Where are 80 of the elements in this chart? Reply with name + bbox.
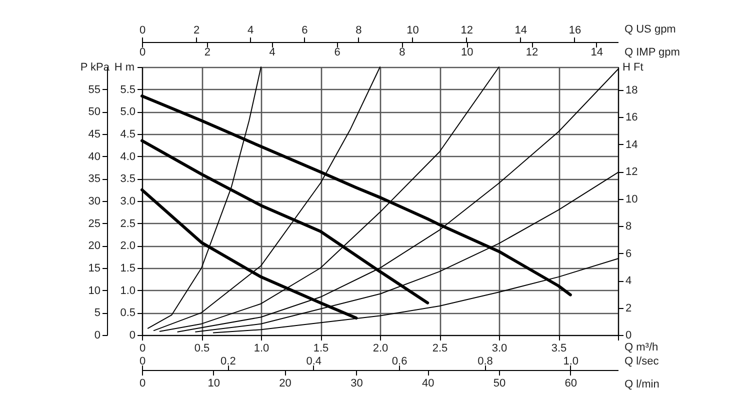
text: 10 — [208, 378, 220, 390]
y-tick-label: 3.0 — [120, 196, 136, 208]
y2-tick-label: 25 — [88, 218, 100, 230]
y3-tick-label: 10 — [626, 193, 638, 206]
text: 0.6 — [392, 356, 408, 368]
x2-tick-label: 10 — [406, 24, 419, 36]
y2-tick-label: 45 — [88, 128, 100, 140]
y-tick-label: 4.0 — [120, 150, 136, 163]
y2-tick-label: 35 — [88, 173, 100, 186]
text: 50 — [493, 378, 506, 390]
y3-tick-label: 0 — [626, 330, 632, 342]
x2-tick-label: 0 — [139, 24, 146, 36]
x2-tick-label: 8 — [356, 24, 362, 36]
x-tick-label: 1.5 — [313, 342, 329, 354]
y3-tick-label: 6 — [626, 248, 632, 260]
y3-tick-label: 2 — [626, 302, 632, 314]
y2-tick-label: 40 — [88, 150, 100, 163]
y2-tick-label: 10 — [88, 284, 100, 297]
text: 1.0 — [563, 356, 579, 368]
y-tick-label: 5.5 — [120, 84, 136, 96]
text: 60 — [564, 378, 578, 390]
y3-axis-title: H Ft — [622, 62, 644, 74]
x2-tick-label: 14 — [514, 24, 528, 36]
x2-tick-label: 2 — [194, 24, 200, 36]
y-axis-title: H m — [114, 62, 134, 74]
x-tick-label: 2.5 — [432, 342, 448, 354]
x2-tick-label: 4 — [248, 24, 254, 36]
text: 20 — [279, 378, 292, 390]
text: 12 — [526, 46, 538, 58]
text: 8 — [399, 46, 406, 58]
x-tick-label: 0 — [139, 342, 146, 354]
text: 10 — [460, 46, 474, 58]
y3-tick-label: 12 — [626, 166, 638, 178]
text: Q l/sec — [624, 356, 660, 368]
y2-tick-label: 0 — [94, 330, 100, 342]
y2-tick-label: 15 — [88, 262, 100, 274]
text: 0 — [139, 356, 146, 368]
text: 0.8 — [478, 356, 493, 368]
y2-tick-label: 30 — [88, 196, 100, 208]
y3-tick-label: 4 — [626, 275, 632, 288]
text: 0.2 — [220, 356, 236, 368]
x-tick-label: 2.0 — [372, 342, 388, 354]
text: 0 — [139, 378, 146, 390]
x-tick-label: 3.0 — [492, 342, 508, 354]
text: 14 — [590, 46, 604, 58]
y-tick-label: 1.5 — [120, 262, 136, 274]
y-tick-label: 5.0 — [120, 106, 136, 118]
y-tick-label: 2.0 — [120, 240, 136, 252]
x-tick-label: 0.5 — [194, 342, 210, 354]
x2-axis-title: Q US gpm — [624, 24, 676, 36]
y3-tick-label: 16 — [626, 112, 638, 124]
text: 6 — [334, 46, 340, 58]
text: 0.4 — [306, 356, 322, 368]
y2-tick-label: 50 — [88, 106, 100, 118]
x2-tick-label: 6 — [302, 24, 308, 36]
y3-tick-label: 14 — [626, 138, 638, 151]
text: 2 — [204, 46, 210, 58]
x-axis-title: Q m³/h — [624, 342, 658, 354]
y-tick-label: 0 — [129, 330, 136, 342]
y2-axis-title: P kPa — [80, 62, 110, 74]
text: 40 — [422, 378, 434, 390]
y-tick-label: 0.5 — [120, 307, 136, 320]
text: 0 — [139, 46, 146, 58]
y-tick-label: 3.5 — [120, 173, 136, 186]
y2-tick-label: 55 — [88, 84, 100, 96]
y2-tick-label: 20 — [88, 240, 100, 252]
text: 30 — [350, 378, 363, 390]
y-tick-label: 1.0 — [120, 284, 136, 297]
y-tick-label: 2.5 — [120, 218, 136, 230]
y3-tick-label: 18 — [626, 84, 638, 97]
x2-tick-label: 16 — [568, 24, 582, 36]
text: 4 — [269, 46, 276, 58]
text: Q l/min — [624, 378, 660, 390]
y2-tick-label: 5 — [94, 307, 100, 320]
y3-tick-label: 8 — [626, 220, 632, 233]
x2-tick-label: 12 — [460, 24, 473, 36]
x-tick-label: 3.5 — [551, 342, 567, 354]
x-tick-label: 1.0 — [254, 342, 270, 354]
y-tick-label: 4.5 — [120, 128, 136, 140]
text: Q IMP gpm — [624, 46, 680, 58]
